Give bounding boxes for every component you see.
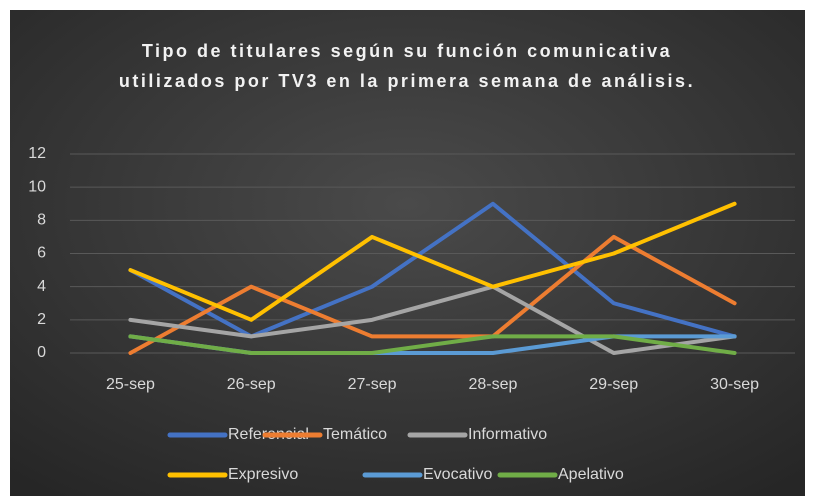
series-line xyxy=(128,201,737,339)
series-line xyxy=(128,284,737,355)
y-tick-label: 8 xyxy=(37,212,46,229)
legend-label: Informativo xyxy=(468,426,547,443)
legend-label: Expresivo xyxy=(228,466,298,483)
legend-label: Temático xyxy=(323,426,387,443)
chart-title: Tipo de titulares según su función comun… xyxy=(118,41,696,91)
x-tick-label: 29-sep xyxy=(589,376,638,393)
y-tick-label: 0 xyxy=(37,344,46,361)
x-tick-label: 28-sep xyxy=(468,376,517,393)
series-line xyxy=(128,201,737,322)
x-tick-label: 27-sep xyxy=(348,376,397,393)
legend-label: Evocativo xyxy=(423,466,492,483)
x-tick-label: 30-sep xyxy=(710,376,759,393)
y-tick-label: 4 xyxy=(37,278,46,295)
y-tick-label: 2 xyxy=(37,311,46,328)
series-line xyxy=(128,234,737,355)
x-tick-label: 26-sep xyxy=(227,376,276,393)
x-tick-label: 25-sep xyxy=(106,376,155,393)
y-tick-label: 6 xyxy=(37,245,46,262)
legend-label: Apelativo xyxy=(558,466,624,483)
series-line xyxy=(128,334,737,355)
y-tick-label: 12 xyxy=(28,145,46,162)
y-tick-label: 10 xyxy=(28,178,46,195)
